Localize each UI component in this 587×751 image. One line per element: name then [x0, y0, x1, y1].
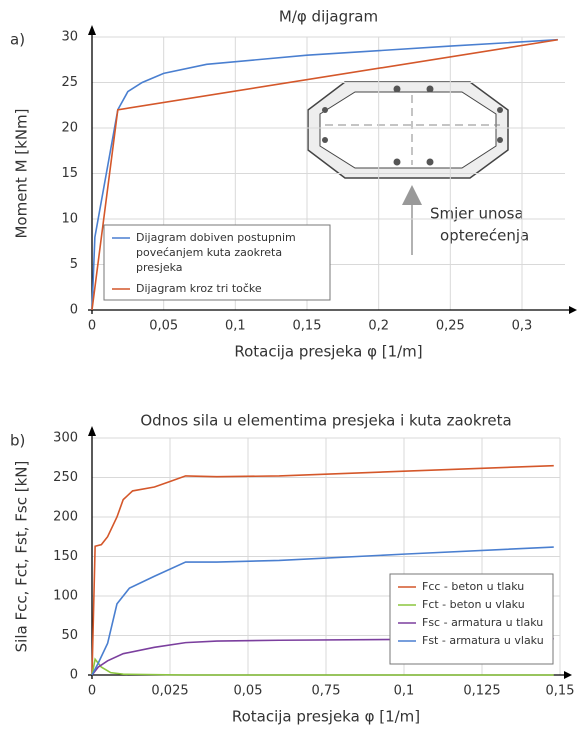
- x-axis-title: Rotacija presjeka φ [1/m]: [234, 343, 422, 361]
- panel-label: a): [10, 31, 25, 49]
- y-tick-label: 30: [61, 30, 78, 45]
- x-tick-label: 0,05: [149, 319, 178, 334]
- x-tick-label: 0: [88, 684, 96, 699]
- x-tick-label: 0,1: [225, 319, 246, 334]
- y-tick-label: 100: [53, 589, 78, 604]
- y-tick-label: 10: [61, 212, 78, 227]
- x-tick-label: 0,25: [436, 319, 465, 334]
- legend-label: Dijagram kroz tri točke: [136, 282, 262, 295]
- legend-label: Fsc - armatura u tlaku: [422, 616, 543, 629]
- y-tick-label: 25: [61, 75, 78, 90]
- annotation: Smjer unosa: [430, 205, 524, 223]
- chart-title: Odnos sila u elementima presjeka i kuta …: [140, 412, 511, 430]
- cross-section-sketch: [307, 81, 509, 255]
- x-tick-label: 0,2: [368, 319, 389, 334]
- y-tick-label: 5: [70, 257, 78, 272]
- series-line: [91, 464, 554, 676]
- series-line: [91, 546, 554, 676]
- y-tick-label: 0: [70, 303, 78, 318]
- x-axis-arrow: [569, 306, 577, 314]
- panel-label: b): [10, 432, 25, 450]
- legend-label: Fct - beton u vlaku: [422, 598, 525, 611]
- x-tick-label: 0: [88, 319, 96, 334]
- y-tick-label: 0: [70, 668, 78, 683]
- x-tick-label: 0,75: [312, 684, 341, 699]
- legend-box: [389, 573, 554, 665]
- y-axis-title: Moment M [kNm]: [13, 108, 31, 238]
- series-line: [91, 657, 554, 676]
- chart-title: M/φ dijagram: [279, 8, 378, 26]
- y-tick-label: 15: [61, 166, 78, 181]
- x-tick-label: 0,15: [293, 319, 322, 334]
- y-tick-label: 20: [61, 121, 78, 136]
- y-axis-title: Sila Fcc, Fct, Fst, Fsc [kN]: [13, 461, 31, 653]
- y-tick-label: 50: [61, 628, 78, 643]
- x-axis-title: Rotacija presjeka φ [1/m]: [232, 708, 420, 726]
- legend-label: Fst - armatura u vlaku: [422, 634, 544, 647]
- x-tick-label: 0,125: [463, 684, 500, 699]
- legend-label: Dijagram dobiven postupnim povećanjem kut…: [136, 231, 296, 274]
- y-tick-label: 150: [53, 549, 78, 564]
- series-line: [91, 38, 558, 311]
- y-axis-arrow: [88, 426, 96, 436]
- legend-box: [103, 224, 331, 301]
- series-line: [91, 38, 558, 311]
- x-tick-label: 0,025: [151, 684, 188, 699]
- y-tick-label: 300: [53, 431, 78, 446]
- x-tick-label: 0,1: [394, 684, 415, 699]
- x-tick-label: 0,05: [234, 684, 263, 699]
- series-line: [91, 637, 554, 676]
- y-tick-label: 250: [53, 470, 78, 485]
- annotation: opterećenja: [440, 227, 529, 245]
- y-tick-label: 200: [53, 510, 78, 525]
- legend-label: Fcc - beton u tlaku: [422, 580, 524, 593]
- x-tick-label: 0,3: [512, 319, 533, 334]
- x-axis-arrow: [564, 671, 572, 679]
- y-axis-arrow: [88, 25, 96, 35]
- x-tick-label: 0,15: [546, 684, 575, 699]
